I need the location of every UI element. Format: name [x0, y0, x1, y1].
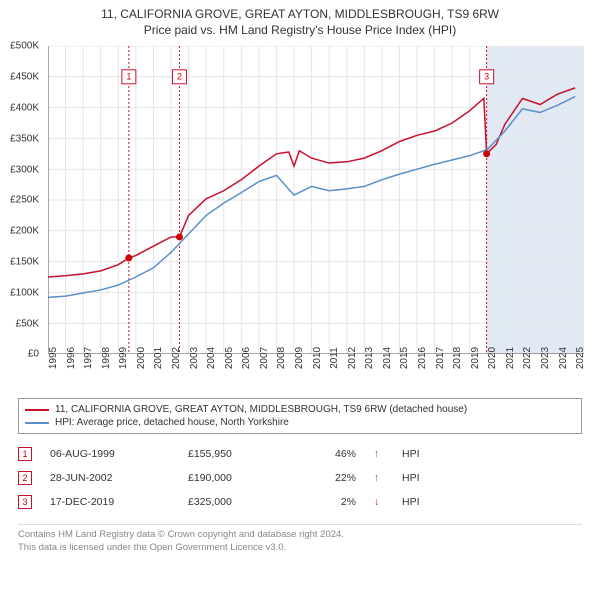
y-tick-label: £100K	[10, 287, 39, 298]
x-tick-label: 2008	[276, 347, 287, 369]
x-tick-label: 2020	[487, 347, 498, 369]
transaction-price: £190,000	[188, 472, 278, 484]
legend-swatch	[25, 422, 49, 424]
arrow-icon: ↑	[374, 448, 384, 460]
x-tick-label: 2001	[153, 347, 164, 369]
transaction-row: 2 28-JUN-2002 £190,000 22% ↑ HPI	[18, 466, 582, 490]
y-tick-label: £50K	[16, 318, 39, 329]
y-tick-label: £300K	[10, 164, 39, 175]
transaction-price: £325,000	[188, 496, 278, 508]
x-tick-label: 2015	[399, 347, 410, 369]
x-tick-label: 2004	[206, 347, 217, 369]
transaction-date: 28-JUN-2002	[50, 472, 170, 484]
x-tick-label: 2011	[329, 348, 340, 370]
transaction-hpi-label: HPI	[402, 496, 432, 508]
line-chart-svg: 1 2 3	[48, 46, 584, 354]
y-axis-labels: £0£50K£100K£150K£200K£250K£300K£350K£400…	[0, 46, 45, 354]
x-tick-label: 1998	[101, 347, 112, 369]
x-tick-label: 2002	[171, 347, 182, 369]
transaction-row: 1 06-AUG-1999 £155,950 46% ↑ HPI	[18, 442, 582, 466]
footer: Contains HM Land Registry data © Crown c…	[18, 524, 582, 555]
x-tick-label: 1999	[118, 347, 129, 369]
y-tick-label: £200K	[10, 226, 39, 237]
footer-line-1: Contains HM Land Registry data © Crown c…	[18, 529, 582, 542]
x-tick-label: 2016	[417, 347, 428, 369]
x-tick-label: 2000	[136, 347, 147, 369]
svg-text:1: 1	[126, 72, 131, 82]
x-tick-label: 2006	[241, 347, 252, 369]
x-tick-label: 2003	[189, 347, 200, 369]
chart-stage: £0 £50K £100K £150K £200K £250K £300K £350K £400…	[0, 42, 600, 392]
legend-label: 11, CALIFORNIA GROVE, GREAT AYTON, MIDDL…	[55, 404, 467, 415]
title-address: 11, CALIFORNIA GROVE, GREAT AYTON, MIDDL…	[10, 6, 590, 22]
legend-swatch	[25, 409, 49, 411]
plot-area: 1 2 3	[48, 46, 584, 354]
transaction-date: 06-AUG-1999	[50, 448, 170, 460]
x-tick-label: 2018	[452, 347, 463, 369]
transaction-row: 3 17-DEC-2019 £325,000 2% ↓ HPI	[18, 490, 582, 514]
transaction-percent: 46%	[296, 448, 356, 460]
y-tick-label: £350K	[10, 133, 39, 144]
x-tick-label: 2024	[558, 347, 569, 369]
x-tick-label: 2010	[312, 347, 323, 369]
x-tick-label: 2007	[259, 347, 270, 369]
arrow-icon: ↑	[374, 472, 384, 484]
x-tick-label: 2023	[540, 347, 551, 369]
x-tick-label: 2005	[224, 347, 235, 369]
x-tick-label: 1995	[48, 347, 59, 369]
transactions-table: 1 06-AUG-1999 £155,950 46% ↑ HPI 2 28-JUN-2002 £…	[18, 442, 582, 514]
transaction-marker: 1	[18, 447, 32, 461]
x-tick-label: 2017	[435, 347, 446, 369]
transaction-hpi-label: HPI	[402, 472, 432, 484]
x-tick-label: 2014	[382, 347, 393, 369]
transaction-price: £155,950	[188, 448, 278, 460]
x-tick-label: 2009	[294, 347, 305, 369]
chart-container: 11, CALIFORNIA GROVE, GREAT AYTON, MIDDL…	[0, 0, 600, 590]
y-tick-label: £450K	[10, 72, 39, 83]
legend-row: HPI: Average price, detached house, Nort…	[25, 416, 575, 429]
title-subtitle: Price paid vs. HM Land Registry's House …	[10, 22, 590, 38]
svg-text:2: 2	[177, 72, 182, 82]
y-tick-label: £150K	[10, 256, 39, 267]
x-tick-label: 1996	[66, 347, 77, 369]
legend-label: HPI: Average price, detached house, Nort…	[55, 417, 289, 428]
x-tick-label: 2022	[522, 347, 533, 369]
x-tick-label: 2025	[575, 347, 586, 369]
footer-line-2: This data is licensed under the Open Gov…	[18, 542, 582, 555]
y-tick-label: £500K	[10, 41, 39, 52]
transaction-marker: 2	[18, 471, 32, 485]
transaction-percent: 22%	[296, 472, 356, 484]
y-tick-label: £250K	[10, 195, 39, 206]
legend-row: 11, CALIFORNIA GROVE, GREAT AYTON, MIDDL…	[25, 403, 575, 416]
y-tick-label: £400K	[10, 102, 39, 113]
x-tick-label: 2019	[470, 347, 481, 369]
title-block: 11, CALIFORNIA GROVE, GREAT AYTON, MIDDL…	[0, 0, 600, 42]
transaction-date: 17-DEC-2019	[50, 496, 170, 508]
x-tick-label: 2021	[505, 347, 516, 369]
y-tick-label: £0	[28, 349, 39, 360]
transaction-marker: 3	[18, 495, 32, 509]
transaction-hpi-label: HPI	[402, 448, 432, 460]
legend: 11, CALIFORNIA GROVE, GREAT AYTON, MIDDL…	[18, 398, 582, 434]
arrow-icon: ↓	[374, 496, 384, 508]
svg-text:3: 3	[484, 72, 489, 82]
x-tick-label: 2013	[364, 347, 375, 369]
x-axis-labels: 1995199619971998199920002001200220032004…	[48, 354, 584, 389]
transaction-percent: 2%	[296, 496, 356, 508]
x-tick-label: 2012	[347, 347, 358, 369]
x-tick-label: 1997	[83, 347, 94, 369]
